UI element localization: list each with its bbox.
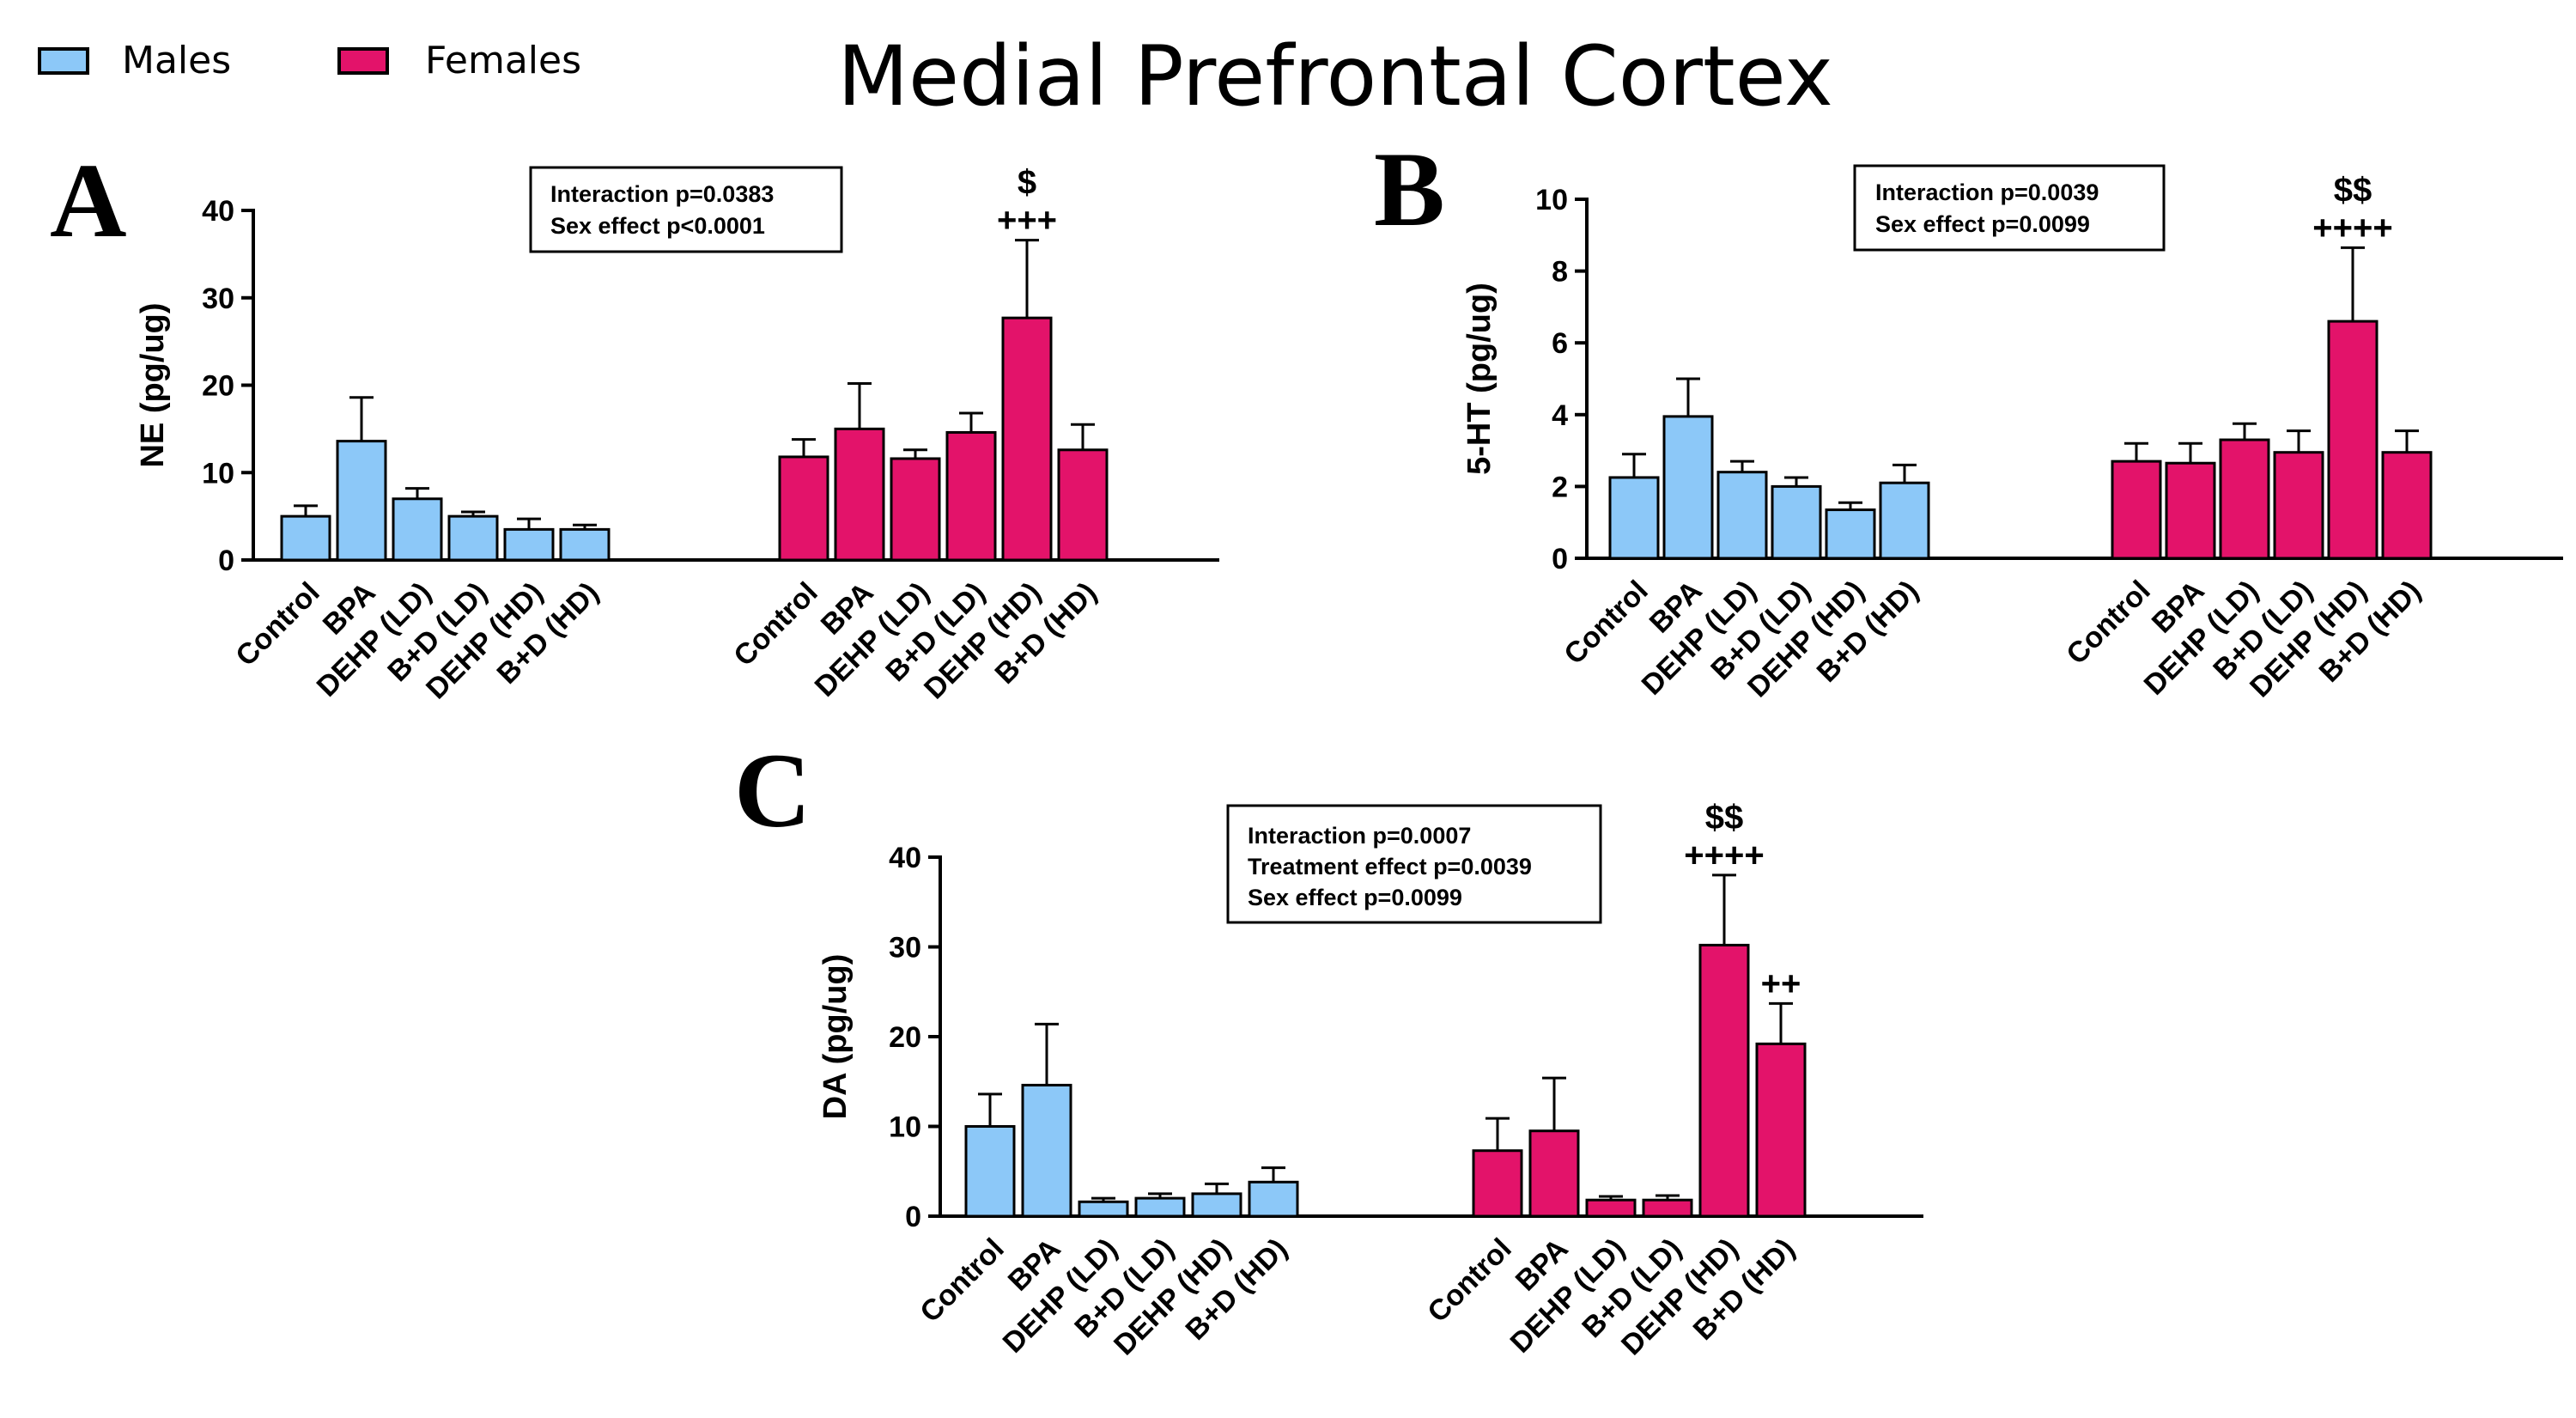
stats-box-c: Interaction p=0.0007 Treatment effect p=… [1226, 804, 1602, 924]
bar-females [1528, 1129, 1580, 1218]
stats-line: Sex effect p=0.0099 [1875, 211, 2090, 237]
legend-label-females: Females [425, 39, 581, 82]
significance-mark: ++++ [2312, 209, 2392, 246]
bar-females [2111, 459, 2162, 560]
bar-females [2327, 320, 2379, 560]
bar-females [1057, 448, 1109, 562]
y-tick-label: 20 [202, 370, 234, 403]
x-category-label: Control [2060, 575, 2156, 671]
y-axis-label: DA (pg/ug) [817, 954, 854, 1120]
y-tick-label: 0 [218, 545, 234, 577]
y-tick-label: 6 [1552, 327, 1568, 360]
x-category-label: Control [1558, 575, 1654, 671]
bar-females [1585, 1198, 1637, 1218]
stats-line: Sex effect p<0.0001 [550, 213, 765, 239]
bar-males [1608, 476, 1660, 560]
bar-males [1771, 484, 1822, 560]
bar-females [945, 430, 997, 562]
bar-males [336, 440, 387, 562]
bar-males [1248, 1180, 1299, 1218]
x-category-label: Control [1421, 1232, 1517, 1329]
y-tick-label: 40 [889, 842, 921, 874]
stats-line: Interaction p=0.0383 [550, 181, 774, 207]
y-tick-label: 30 [889, 932, 921, 965]
bar-females [2219, 438, 2270, 560]
significance-mark: +++ [997, 202, 1057, 240]
stats-box-a: Interaction p=0.0383 Sex effect p<0.0001 [529, 166, 843, 253]
bar-males [1191, 1192, 1242, 1218]
bar-males [1021, 1083, 1072, 1218]
bar-females [778, 455, 829, 562]
bar-males [964, 1125, 1016, 1218]
significance-mark: $ [1018, 164, 1036, 202]
significance-mark: ++++ [1684, 837, 1764, 874]
panel-letter-b: B [1374, 131, 1445, 248]
significance-mark: $$ [1705, 799, 1744, 837]
x-category-label: Control [229, 576, 325, 672]
y-tick-label: 4 [1552, 399, 1568, 432]
panel-letter-a: A [50, 142, 127, 259]
legend-swatch-males [38, 47, 89, 75]
y-tick-label: 40 [202, 195, 234, 228]
stats-line: Treatment effect p=0.0039 [1248, 854, 1532, 879]
stats-box-b: Interaction p=0.0039 Sex effect p=0.0099 [1853, 164, 2166, 252]
bar-females [1472, 1149, 1523, 1218]
bar-females [2273, 451, 2324, 560]
x-category-label: Control [914, 1232, 1010, 1329]
significance-mark: ++ [1761, 965, 1801, 1002]
y-axis-label: 5-HT (pg/ug) [1461, 283, 1498, 475]
bar-males [392, 497, 443, 562]
bar-females [890, 457, 941, 562]
bar-females [1698, 943, 1750, 1218]
significance-mark: $$ [2334, 171, 2372, 209]
bar-females [1642, 1198, 1693, 1218]
panel-letter-c: C [734, 732, 811, 849]
y-tick-label: 0 [1552, 543, 1568, 575]
y-tick-label: 10 [202, 457, 234, 490]
y-axis-label: NE (pg/ug) [135, 302, 171, 467]
bar-males [1825, 508, 1876, 560]
stats-line: Interaction p=0.0007 [1248, 823, 1471, 849]
bar-males [1716, 471, 1768, 560]
bar-males [503, 527, 555, 562]
bar-males [1078, 1200, 1129, 1218]
y-tick-label: 20 [889, 1021, 921, 1054]
bar-females [2165, 461, 2216, 560]
stats-line: Interaction p=0.0039 [1875, 180, 2099, 205]
legend-label-males: Males [122, 39, 231, 82]
y-tick-label: 30 [202, 283, 234, 315]
x-category-label: Control [727, 576, 823, 672]
legend-swatch-females [337, 47, 389, 75]
figure-title: Medial Prefrontal Cortex [837, 28, 1833, 125]
stats-line: Sex effect p=0.0099 [1248, 885, 1462, 910]
bar-males [280, 514, 331, 562]
bar-males [1134, 1196, 1186, 1218]
bar-females [2381, 451, 2433, 560]
y-tick-label: 8 [1552, 256, 1568, 289]
bar-males [559, 527, 611, 562]
bar-males [1662, 415, 1714, 560]
y-tick-label: 10 [889, 1111, 921, 1144]
bar-females [834, 427, 885, 562]
legend: Males Females [38, 39, 581, 82]
bar-males [1879, 481, 1930, 560]
bar-males [447, 514, 499, 562]
y-tick-label: 0 [905, 1201, 921, 1233]
y-tick-label: 2 [1552, 471, 1568, 503]
bar-females [1001, 316, 1053, 562]
bar-females [1755, 1042, 1807, 1218]
y-tick-label: 10 [1535, 184, 1568, 216]
